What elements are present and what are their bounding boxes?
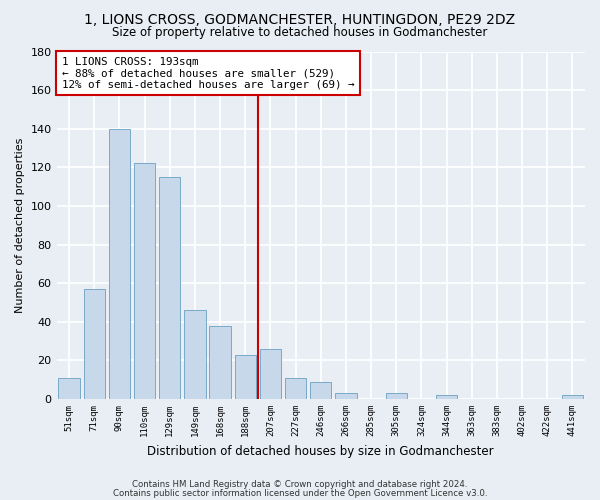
Bar	[436, 395, 457, 399]
Bar	[285, 378, 307, 399]
Bar	[134, 164, 155, 399]
Bar	[260, 349, 281, 399]
Bar	[184, 310, 206, 399]
Y-axis label: Number of detached properties: Number of detached properties	[15, 138, 25, 313]
Bar	[235, 354, 256, 399]
Bar	[209, 326, 231, 399]
Bar	[335, 394, 356, 399]
Text: 1 LIONS CROSS: 193sqm
← 88% of detached houses are smaller (529)
12% of semi-det: 1 LIONS CROSS: 193sqm ← 88% of detached …	[62, 56, 355, 90]
Text: 1, LIONS CROSS, GODMANCHESTER, HUNTINGDON, PE29 2DZ: 1, LIONS CROSS, GODMANCHESTER, HUNTINGDO…	[85, 12, 515, 26]
Bar	[58, 378, 80, 399]
Bar	[159, 177, 181, 399]
Bar	[83, 289, 105, 399]
Text: Contains public sector information licensed under the Open Government Licence v3: Contains public sector information licen…	[113, 488, 487, 498]
Bar	[310, 382, 331, 399]
X-axis label: Distribution of detached houses by size in Godmanchester: Distribution of detached houses by size …	[148, 444, 494, 458]
Text: Size of property relative to detached houses in Godmanchester: Size of property relative to detached ho…	[112, 26, 488, 39]
Text: Contains HM Land Registry data © Crown copyright and database right 2024.: Contains HM Land Registry data © Crown c…	[132, 480, 468, 489]
Bar	[109, 128, 130, 399]
Bar	[386, 394, 407, 399]
Bar	[562, 395, 583, 399]
